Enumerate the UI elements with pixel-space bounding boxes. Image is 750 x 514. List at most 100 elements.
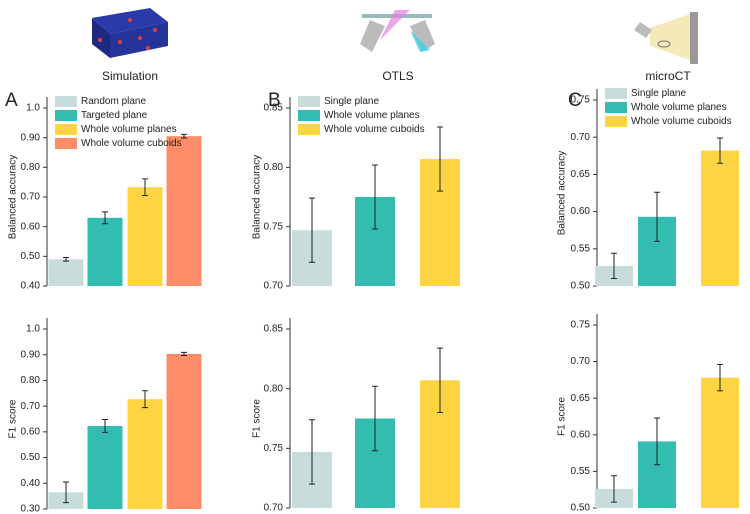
bar bbox=[701, 150, 739, 286]
y-tick-label: 0.85 bbox=[264, 324, 284, 335]
y-tick-label: 0.50 bbox=[21, 452, 41, 463]
error-bar bbox=[372, 164, 378, 230]
y-tick-label: 0.70 bbox=[21, 401, 41, 412]
bar bbox=[166, 353, 202, 509]
error-bar bbox=[437, 126, 443, 192]
legend-label: Whole volume planes bbox=[81, 124, 177, 135]
error-bar bbox=[63, 481, 69, 504]
legend-label: Whole volume cuboids bbox=[324, 124, 425, 135]
legend-swatch bbox=[55, 124, 77, 135]
y-tick-label: 0.85 bbox=[264, 103, 284, 114]
y-tick-label: 0.75 bbox=[264, 443, 284, 454]
legend-swatch bbox=[298, 124, 320, 135]
y-axis-label: F1 score bbox=[557, 397, 568, 436]
simulation-icon bbox=[92, 8, 168, 58]
legend-swatch bbox=[298, 96, 320, 107]
error-bar bbox=[717, 364, 723, 392]
bar bbox=[48, 259, 84, 286]
y-tick-label: 0.65 bbox=[571, 169, 591, 180]
error-bar bbox=[309, 197, 315, 263]
bar bbox=[166, 136, 202, 286]
legend-label: Random plane bbox=[81, 96, 146, 107]
bar bbox=[127, 399, 163, 509]
panel-label: A bbox=[5, 90, 18, 111]
y-tick-label: 0.40 bbox=[21, 478, 41, 489]
legend-label: Targeted plane bbox=[81, 110, 148, 121]
error-bar bbox=[181, 351, 187, 356]
error-bar bbox=[309, 419, 315, 485]
y-tick-label: 0.50 bbox=[571, 503, 591, 514]
legend-label: Whole volume cuboids bbox=[81, 138, 182, 149]
y-tick-label: 1.0 bbox=[26, 324, 40, 335]
bar bbox=[87, 425, 123, 509]
y-tick-label: 0.50 bbox=[571, 281, 591, 292]
legend-swatch bbox=[55, 110, 77, 121]
error-bar bbox=[63, 257, 69, 262]
microct-icon bbox=[634, 12, 698, 64]
error-bar bbox=[654, 417, 660, 466]
y-axis-label: F1 score bbox=[8, 399, 19, 438]
y-tick-label: 0.40 bbox=[21, 281, 41, 292]
y-tick-label: 0.75 bbox=[571, 95, 591, 106]
y-tick-label: 0.80 bbox=[264, 383, 284, 394]
legend-label: Whole volume planes bbox=[324, 110, 420, 121]
bar bbox=[127, 187, 163, 286]
legend-label: Whole volume planes bbox=[631, 102, 727, 113]
y-tick-label: 1.0 bbox=[26, 103, 40, 114]
error-bar bbox=[654, 191, 660, 242]
y-axis-label: Balanced accuracy bbox=[252, 155, 263, 240]
error-bar bbox=[102, 419, 108, 433]
error-bar bbox=[142, 390, 148, 409]
error-bar bbox=[611, 252, 617, 280]
legend-label: Single plane bbox=[631, 88, 686, 99]
y-tick-label: 0.80 bbox=[21, 375, 41, 386]
legend-label: Single plane bbox=[324, 96, 379, 107]
legend-swatch bbox=[605, 102, 627, 113]
legend-swatch bbox=[298, 110, 320, 121]
y-axis-label: F1 score bbox=[252, 399, 263, 438]
y-tick-label: 0.70 bbox=[571, 356, 591, 367]
panel-label: B bbox=[268, 90, 281, 111]
legend-swatch bbox=[605, 88, 627, 99]
otls-icon bbox=[360, 10, 435, 52]
y-tick-label: 0.90 bbox=[21, 132, 41, 143]
y-tick-label: 0.80 bbox=[21, 162, 41, 173]
y-tick-label: 0.75 bbox=[571, 320, 591, 331]
y-tick-label: 0.70 bbox=[571, 132, 591, 143]
y-tick-label: 0.70 bbox=[264, 503, 284, 514]
error-bar bbox=[142, 178, 148, 197]
legend-swatch bbox=[55, 96, 77, 107]
y-axis-label: Balanced accuracy bbox=[8, 155, 19, 240]
error-bar bbox=[372, 385, 378, 452]
panel-title: OTLS bbox=[382, 69, 413, 83]
y-tick-label: 0.65 bbox=[571, 393, 591, 404]
legend-label: Whole volume cuboids bbox=[631, 116, 732, 127]
y-tick-label: 0.75 bbox=[264, 221, 284, 232]
y-axis-label: Balanced accuracy bbox=[557, 151, 568, 236]
y-tick-label: 0.60 bbox=[571, 429, 591, 440]
error-bar bbox=[611, 475, 617, 503]
error-bar bbox=[717, 137, 723, 164]
y-tick-label: 0.30 bbox=[21, 504, 41, 514]
y-tick-label: 0.55 bbox=[571, 243, 591, 254]
y-tick-label: 0.50 bbox=[21, 251, 41, 262]
legend-swatch bbox=[55, 138, 77, 149]
panel-title: microCT bbox=[645, 69, 691, 83]
y-tick-label: 0.70 bbox=[21, 192, 41, 203]
error-bar bbox=[102, 211, 108, 225]
bar bbox=[87, 217, 123, 286]
y-tick-label: 0.80 bbox=[264, 162, 284, 173]
y-tick-label: 0.55 bbox=[571, 466, 591, 477]
panel-label: C bbox=[568, 90, 582, 111]
error-bar bbox=[181, 133, 187, 139]
y-tick-label: 0.60 bbox=[571, 206, 591, 217]
error-bar bbox=[437, 347, 443, 414]
bar bbox=[701, 377, 739, 508]
y-tick-label: 0.60 bbox=[21, 426, 41, 437]
y-tick-label: 0.60 bbox=[21, 221, 41, 232]
panel-title: Simulation bbox=[102, 69, 158, 83]
y-tick-label: 0.90 bbox=[21, 349, 41, 360]
legend-swatch bbox=[605, 116, 627, 127]
y-tick-label: 0.70 bbox=[264, 281, 284, 292]
